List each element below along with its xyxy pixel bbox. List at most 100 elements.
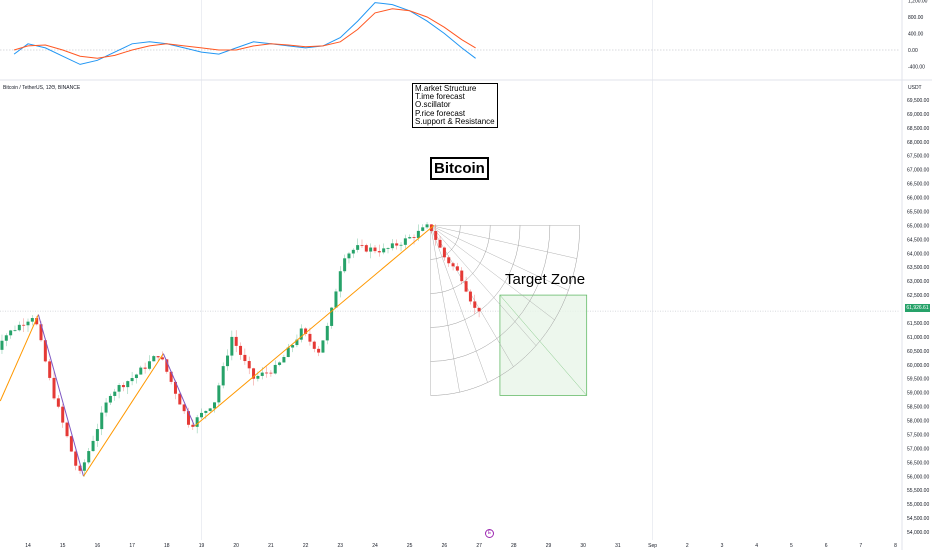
date-tick-label: 2 <box>686 543 689 549</box>
legend-line: S.upport & Resistance <box>415 116 495 126</box>
candle-body <box>226 355 230 367</box>
candle-body <box>403 238 407 245</box>
candle-body <box>330 307 334 326</box>
candle-body <box>4 335 8 341</box>
date-tick-label: 29 <box>546 543 552 549</box>
price-tick-label: 55,000.00 <box>907 502 929 508</box>
date-tick-label: 4 <box>755 543 758 549</box>
candle-body <box>256 375 260 379</box>
candle-body <box>377 251 381 253</box>
candle-body <box>104 402 108 413</box>
date-tick-label: 8 <box>894 543 897 549</box>
candle-body <box>87 451 91 463</box>
date-tick-label: 22 <box>303 543 309 549</box>
date-tick-label: 3 <box>721 543 724 549</box>
legend-line: T.ime forecast <box>415 92 465 102</box>
date-tick-label: 20 <box>233 543 239 549</box>
candle-body <box>347 253 351 259</box>
price-tick-label: 60,500.00 <box>907 349 929 355</box>
candle-body <box>252 368 256 379</box>
candle-body <box>273 364 277 374</box>
symbol-label: Bitcoin / TetherUS, 12Θ, BINANCE <box>3 85 81 91</box>
osc-series-line <box>13 2 476 65</box>
price-tick-label: 68,500.00 <box>907 126 929 132</box>
candle-body <box>56 398 60 407</box>
fan-ray <box>430 225 488 383</box>
date-tick-label: 28 <box>511 543 517 549</box>
event-marker-icon[interactable]: E <box>485 529 494 538</box>
candle-body <box>160 357 164 360</box>
fan-ray <box>430 225 460 393</box>
candle-body <box>74 451 78 466</box>
price-tick-label: 63,000.00 <box>907 279 929 285</box>
legend-line: P.rice forecast <box>415 108 466 118</box>
candle-body <box>17 324 21 331</box>
candle-body <box>69 436 73 452</box>
candle-body <box>139 367 143 375</box>
candle-body <box>395 243 399 246</box>
price-tick-label: 54,500.00 <box>907 516 929 522</box>
date-tick-label: 19 <box>199 543 205 549</box>
candle-body <box>147 361 151 369</box>
candle-body <box>460 270 464 282</box>
date-tick-label: 31 <box>615 543 621 549</box>
candle-body <box>152 356 156 362</box>
price-tick-label: 56,000.00 <box>907 474 929 480</box>
price-tick-label: 61,500.00 <box>907 321 929 327</box>
candle-body <box>416 230 420 238</box>
candle-body <box>165 359 169 372</box>
target-zone-label: Target Zone <box>505 271 586 288</box>
candle-body <box>213 402 217 409</box>
candle-body <box>48 361 52 378</box>
candle-body <box>26 321 30 326</box>
candle-body <box>447 257 451 264</box>
price-tick-label: 67,000.00 <box>907 168 929 174</box>
price-tick-label: 69,500.00 <box>907 98 929 104</box>
candle-body <box>13 330 17 332</box>
price-tick-label: 66,000.00 <box>907 196 929 202</box>
last-price-badge: 61,926.61 <box>905 304 930 312</box>
candle-body <box>312 341 316 349</box>
candle-body <box>356 245 360 250</box>
candle-body <box>325 325 329 341</box>
candle-body <box>65 422 69 437</box>
price-tick-label: 58,000.00 <box>907 419 929 425</box>
osc-tick-label: 0.00 <box>908 48 918 54</box>
candle-body <box>217 385 221 403</box>
candle-body <box>230 336 234 356</box>
legend-box: M.arket Structure T.ime forecast O.scill… <box>412 83 498 129</box>
price-tick-label: 65,000.00 <box>907 223 929 229</box>
candle-body <box>186 411 190 425</box>
candle-body <box>78 465 82 471</box>
market-structure-line <box>0 314 39 402</box>
bitcoin-title: Bitcoin <box>430 157 489 180</box>
candle-body <box>143 367 147 369</box>
candle-body <box>421 227 425 231</box>
date-tick-label: 15 <box>60 543 66 549</box>
candle-body <box>338 271 342 292</box>
fan-ray <box>430 225 555 321</box>
candle-body <box>442 247 446 258</box>
candle-body <box>204 410 208 413</box>
candle-body <box>121 385 125 388</box>
date-tick-label: 16 <box>95 543 101 549</box>
price-tick-label: 54,000.00 <box>907 530 929 536</box>
candle-body <box>52 377 56 399</box>
candle-body <box>399 244 403 246</box>
candle-body <box>108 395 112 403</box>
date-tick-label: 25 <box>407 543 413 549</box>
candle-body <box>451 263 455 267</box>
candle-body <box>61 406 65 423</box>
candle-body <box>278 362 282 365</box>
candle-body <box>369 247 373 252</box>
candle-body <box>473 301 477 308</box>
date-tick-label: 23 <box>338 543 344 549</box>
price-tick-label: 69,000.00 <box>907 112 929 118</box>
candle-body <box>234 336 238 346</box>
currency-label: USDT <box>908 85 922 91</box>
date-tick-label: 27 <box>476 543 482 549</box>
price-tick-label: 66,500.00 <box>907 182 929 188</box>
candle-body <box>208 408 212 411</box>
date-tick-label: 7 <box>859 543 862 549</box>
candle-body <box>282 357 286 363</box>
